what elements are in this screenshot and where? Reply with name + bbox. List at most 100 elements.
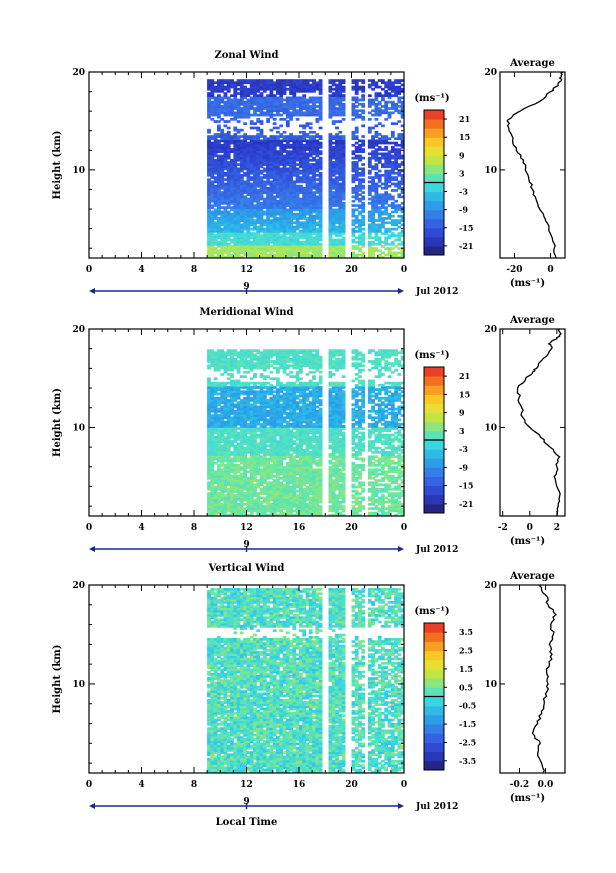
heat-cell xyxy=(217,366,221,370)
heat-cell xyxy=(256,139,261,143)
heat-cell xyxy=(243,351,247,355)
heat-cell xyxy=(318,105,323,108)
heat-cell xyxy=(387,227,392,231)
heat-cell xyxy=(354,169,359,173)
heat-cell xyxy=(269,481,274,485)
heat-cell xyxy=(246,487,251,491)
heat-cell xyxy=(285,208,290,212)
heat-cell xyxy=(292,182,297,186)
heat-cell xyxy=(318,223,323,227)
heat-cell xyxy=(262,79,267,82)
heat-cell xyxy=(387,221,392,225)
heat-cell xyxy=(256,225,261,229)
heat-cell xyxy=(282,130,287,134)
heat-cell xyxy=(266,487,270,491)
heat-cell xyxy=(207,189,211,192)
heat-cell xyxy=(213,355,218,359)
heat-cell xyxy=(246,94,251,97)
heat-cell xyxy=(210,251,215,255)
heat-cell xyxy=(243,390,247,394)
heat-cell xyxy=(243,92,247,95)
heat-cell xyxy=(243,171,247,175)
heat-cell xyxy=(328,158,333,162)
heat-cell xyxy=(282,255,287,259)
heat-cell xyxy=(249,161,254,164)
heat-cell xyxy=(213,377,218,381)
heat-cell xyxy=(308,247,313,250)
heat-cell xyxy=(259,440,264,443)
heat-cell xyxy=(308,171,313,175)
heat-cell xyxy=(292,156,297,160)
heat-cell xyxy=(335,208,339,212)
heat-cell xyxy=(246,169,251,173)
heat-cell xyxy=(223,152,228,156)
heat-cell xyxy=(328,208,333,212)
heat-cell xyxy=(210,109,215,113)
heat-cell xyxy=(207,242,211,246)
heat-cell xyxy=(226,133,231,136)
heat-cell xyxy=(253,240,257,244)
heat-cell xyxy=(217,120,221,123)
heat-cell xyxy=(354,191,359,194)
heat-cell xyxy=(213,513,218,517)
heat-cell xyxy=(223,242,228,246)
heat-cell xyxy=(226,457,231,461)
heat-cell xyxy=(243,156,247,160)
heat-cell xyxy=(259,509,264,513)
heat-cell xyxy=(230,118,234,121)
heat-cell xyxy=(361,90,366,93)
heat-cell xyxy=(381,186,385,190)
heat-cell xyxy=(226,429,231,433)
heat-cell xyxy=(236,403,241,407)
heat-cell xyxy=(262,448,267,452)
heat-cell xyxy=(331,204,336,207)
heat-cell xyxy=(305,242,310,246)
heat-cell xyxy=(249,113,254,117)
heat-cell xyxy=(341,161,346,164)
heat-cell xyxy=(233,403,238,407)
heat-cell xyxy=(351,180,356,184)
heat-cell xyxy=(312,79,316,82)
heat-cell xyxy=(217,474,221,478)
heat-cell xyxy=(361,79,366,82)
heat-cell xyxy=(384,174,389,177)
heat-cell xyxy=(397,182,402,186)
heat-cell xyxy=(217,509,221,513)
heat-cell xyxy=(239,418,244,422)
heat-cell xyxy=(302,130,307,134)
heat-cell xyxy=(230,477,234,480)
heat-cell xyxy=(338,141,343,145)
heat-cell xyxy=(390,87,395,91)
heat-cell xyxy=(256,453,261,456)
heat-cell xyxy=(233,169,238,173)
heat-cell xyxy=(210,357,215,361)
heat-cell xyxy=(269,251,274,255)
heat-cell xyxy=(223,232,228,235)
heat-cell xyxy=(220,210,225,214)
heat-cell xyxy=(220,414,225,417)
heat-cell xyxy=(217,96,221,100)
heat-cell xyxy=(230,135,234,138)
heat-cell xyxy=(335,242,339,246)
heat-cell xyxy=(217,251,221,255)
heat-cell xyxy=(354,146,359,149)
heat-cell xyxy=(394,122,398,125)
heat-cell xyxy=(285,105,290,108)
heat-cell xyxy=(371,204,375,207)
heat-cell xyxy=(308,109,313,113)
heat-cell xyxy=(262,180,267,184)
heat-cell xyxy=(338,193,343,197)
heat-cell xyxy=(285,242,290,246)
heat-cell xyxy=(253,381,257,385)
heat-cell xyxy=(213,461,218,465)
heat-cell xyxy=(266,496,270,500)
heat-cell xyxy=(328,169,333,173)
heat-cell xyxy=(302,169,307,173)
heat-cell xyxy=(354,85,359,89)
heat-cell xyxy=(302,247,307,250)
heat-cell xyxy=(213,390,218,394)
heat-cell xyxy=(371,176,375,179)
heat-cell xyxy=(249,485,254,489)
heat-cell xyxy=(259,455,264,459)
heat-cell xyxy=(361,111,366,115)
